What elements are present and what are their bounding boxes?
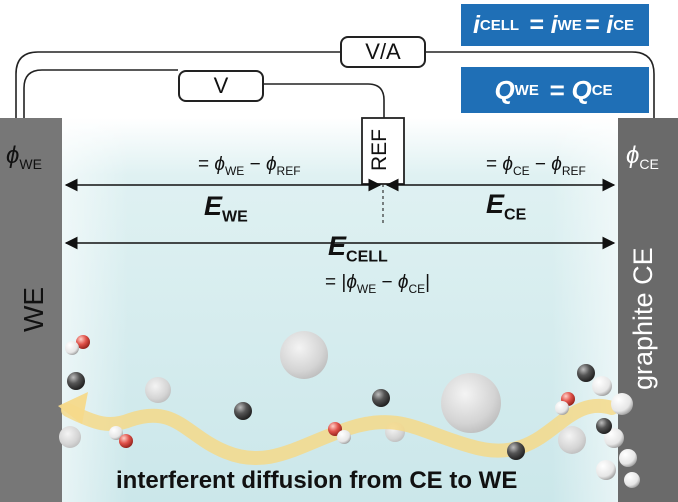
carbon-atom bbox=[577, 364, 595, 382]
e-ce-label: ECE bbox=[486, 189, 526, 224]
cell-potential-formula: = |ϕWE − ϕCE| bbox=[325, 272, 430, 296]
diffusion-caption: interferent diffusion from CE to WE bbox=[116, 467, 518, 494]
formula-text: | bbox=[425, 272, 431, 293]
sphere bbox=[59, 426, 81, 448]
equals-sign: = bbox=[522, 10, 551, 39]
subscript: REF bbox=[276, 163, 301, 178]
we-potential-formula: = ϕWE − ϕREF bbox=[198, 154, 301, 178]
formula-text: − bbox=[244, 154, 266, 175]
charge-equation: Q WE = Q CE bbox=[461, 67, 649, 113]
surface-sphere bbox=[611, 393, 633, 415]
subscript: CE bbox=[639, 155, 659, 172]
subscript: WE bbox=[356, 281, 377, 296]
subscript: WE bbox=[557, 16, 582, 34]
symbol-q: Q bbox=[494, 74, 515, 105]
surface-sphere bbox=[592, 376, 612, 396]
sphere bbox=[280, 331, 328, 379]
subscript: CE bbox=[613, 16, 635, 34]
formula-text: = bbox=[486, 154, 503, 175]
subscript: CE bbox=[512, 163, 530, 178]
symbol-i: i bbox=[472, 10, 480, 39]
subscript: CE bbox=[408, 281, 426, 296]
phi-symbol: ϕ bbox=[214, 154, 225, 175]
sphere bbox=[441, 373, 501, 433]
phi-symbol: ϕ bbox=[626, 142, 640, 169]
e-symbol: E bbox=[486, 189, 505, 219]
sphere bbox=[558, 426, 586, 454]
phi-symbol: ϕ bbox=[502, 154, 513, 175]
subscript: CELL bbox=[346, 248, 388, 266]
subscript: REF bbox=[561, 163, 586, 178]
surface-sphere bbox=[596, 460, 616, 480]
counter-electrode bbox=[618, 118, 678, 502]
formula-text: = bbox=[198, 154, 215, 175]
wire-va-to-ce bbox=[424, 51, 655, 120]
formula-text: − bbox=[376, 272, 398, 293]
symbol-q: Q bbox=[571, 74, 592, 105]
phi-symbol: ϕ bbox=[397, 272, 409, 293]
sphere bbox=[145, 377, 171, 403]
symbol-i: i bbox=[550, 10, 558, 39]
e-symbol: E bbox=[204, 191, 223, 221]
diffusion-path bbox=[61, 398, 619, 466]
meter-label: V/A bbox=[365, 39, 401, 64]
carbon-atom bbox=[596, 418, 612, 434]
carbon-atom bbox=[372, 389, 390, 407]
phi-we-label: ϕWE bbox=[6, 142, 42, 172]
working-electrode bbox=[0, 118, 62, 502]
working-electrode-label: WE bbox=[18, 286, 49, 332]
voltage-current-meter: V/A bbox=[340, 36, 426, 68]
e-symbol: E bbox=[328, 231, 347, 261]
voltmeter: V bbox=[178, 70, 264, 102]
subscript: CE bbox=[591, 81, 613, 99]
wire-v-to-ref bbox=[262, 83, 385, 118]
phi-symbol: ϕ bbox=[551, 154, 562, 175]
wire-we-to-v bbox=[23, 69, 178, 120]
meter-label: V bbox=[213, 73, 229, 98]
hydrogen-atom bbox=[337, 430, 351, 444]
e-we-label: EWE bbox=[204, 191, 248, 226]
phi-symbol: ϕ bbox=[265, 154, 277, 175]
subscript: WE bbox=[514, 81, 539, 99]
ce-potential-formula: = ϕCE − ϕREF bbox=[486, 154, 586, 178]
oxygen-atom bbox=[119, 434, 133, 448]
subscript: WE bbox=[224, 163, 245, 178]
phi-symbol: ϕ bbox=[346, 272, 357, 293]
surface-sphere bbox=[604, 428, 624, 448]
wire-we-to-va bbox=[15, 51, 340, 120]
formula-text: = | bbox=[325, 272, 347, 293]
subscript: CELL bbox=[479, 16, 520, 34]
oxygen-atom bbox=[76, 335, 90, 349]
carbon-atom bbox=[234, 402, 252, 420]
equals-sign: = bbox=[541, 74, 572, 105]
surface-sphere bbox=[619, 449, 637, 467]
phi-symbol: ϕ bbox=[6, 142, 20, 169]
hydrogen-atom bbox=[555, 401, 569, 415]
hydrogen-atom bbox=[65, 341, 79, 355]
surface-sphere bbox=[624, 472, 640, 488]
equals-sign: = bbox=[584, 10, 607, 39]
carbon-atom bbox=[67, 372, 85, 390]
phi-ce-label: ϕCE bbox=[626, 142, 659, 172]
counter-electrode-label: graphite CE bbox=[628, 247, 658, 390]
oxygen-atom bbox=[328, 422, 342, 436]
carbon-atom bbox=[507, 442, 525, 460]
current-equation: i CELL = i WE = i CE bbox=[461, 4, 649, 46]
formula-text: − bbox=[529, 154, 552, 175]
subscript: WE bbox=[222, 208, 248, 226]
subscript: WE bbox=[19, 155, 42, 172]
hydrogen-atom bbox=[109, 426, 123, 440]
reference-electrode-label: REF bbox=[368, 129, 391, 171]
e-cell-label: ECELL bbox=[328, 231, 388, 266]
symbol-i: i bbox=[606, 10, 614, 39]
diffusion-arrowhead bbox=[58, 392, 88, 424]
subscript: CE bbox=[504, 206, 527, 224]
